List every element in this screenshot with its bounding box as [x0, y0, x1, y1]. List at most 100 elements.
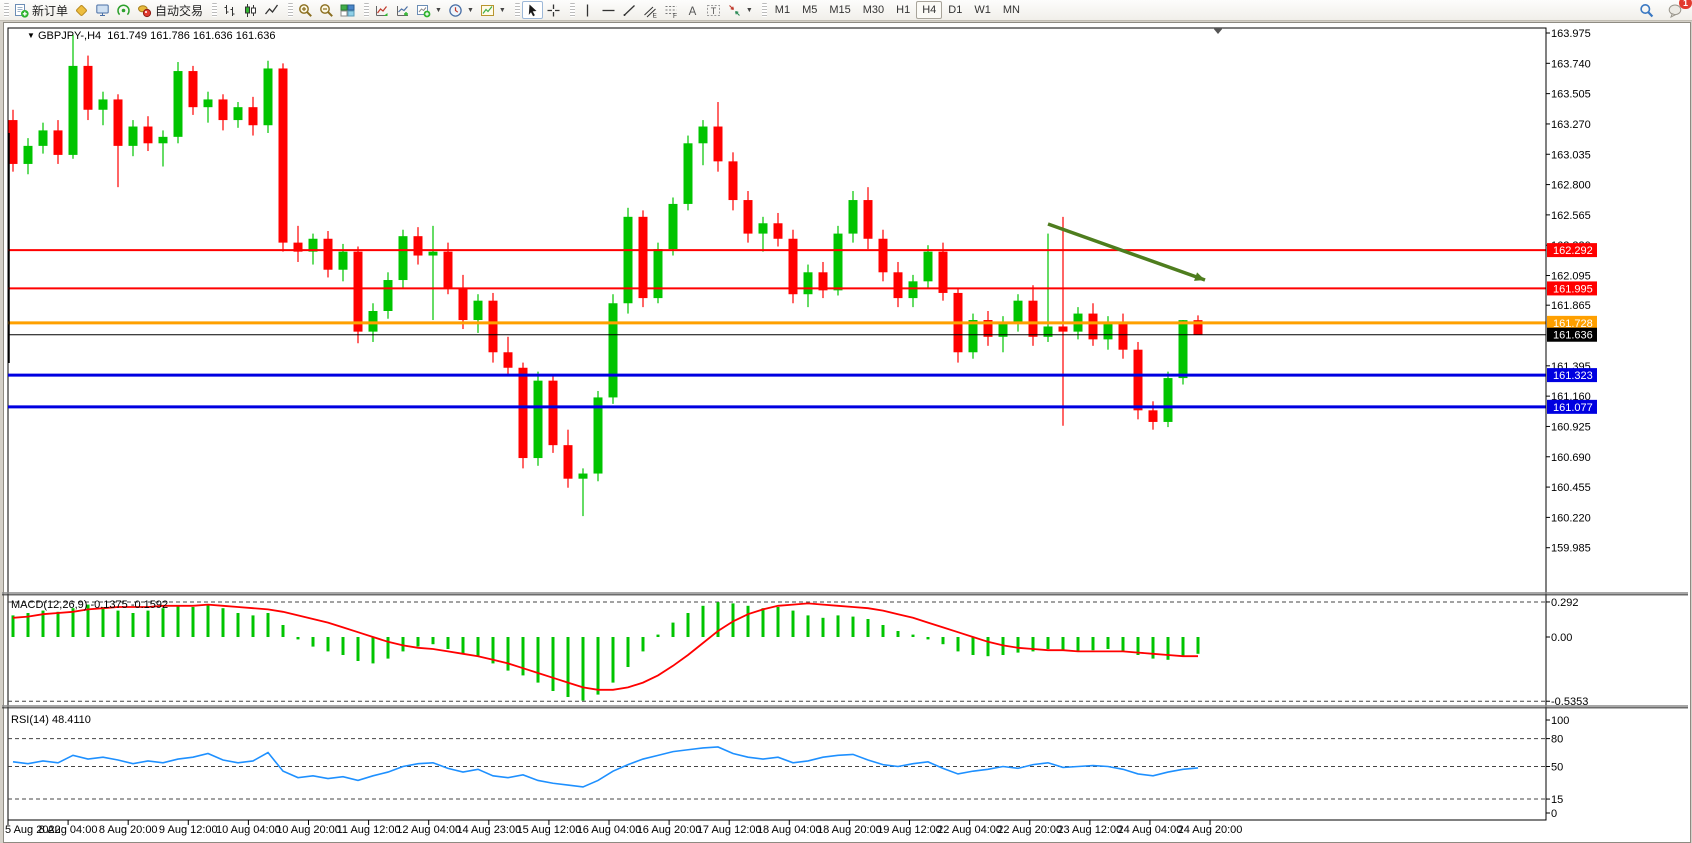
macd-histogram-bar [1106, 637, 1110, 649]
templates-button[interactable]: ▼ [477, 1, 509, 19]
chevron-down-icon[interactable]: ▼ [435, 6, 442, 14]
time-tick-label: 16 Aug 20:00 [637, 824, 702, 836]
bear-candle [293, 242, 303, 252]
svg-text:A: A [688, 5, 696, 17]
toolbar-grip[interactable] [212, 3, 218, 17]
bar-chart-button[interactable] [219, 1, 240, 19]
tf-h4-button[interactable]: H4 [916, 1, 943, 19]
horizontal-line-icon [601, 3, 616, 18]
chart-shift-marker[interactable] [1213, 28, 1223, 34]
toolbar-group-2 [284, 0, 360, 20]
horizontal-line-button[interactable] [598, 1, 619, 19]
equidistant-channel-button[interactable]: E [640, 1, 661, 19]
macd-tick-label: -0.5353 [1551, 696, 1588, 708]
chevron-down-icon[interactable]: ▼ [466, 6, 474, 14]
new-chart-button[interactable]: ▼ [413, 1, 445, 19]
macd-histogram-bar [776, 607, 780, 637]
toolbar-grip[interactable] [4, 3, 9, 17]
zoom-in-button[interactable] [295, 1, 316, 19]
toolbar-grip[interactable] [514, 3, 520, 17]
bull-candle [23, 145, 33, 164]
toolbar-grip[interactable] [364, 3, 370, 17]
indicators-button[interactable] [371, 1, 392, 19]
tf-d1-button[interactable]: D1 [942, 1, 968, 19]
trendline-icon [622, 3, 637, 18]
signals-button[interactable] [113, 1, 134, 19]
macd-histogram-bar [701, 605, 705, 637]
bear-candle [1028, 300, 1038, 337]
new-chart-icon [416, 3, 431, 18]
zoom-out-icon [319, 3, 334, 18]
tf-m30-button[interactable]: M30 [857, 1, 890, 19]
chart-title-text: GBPJPY-,H4 161.749 161.786 161.636 161.6… [37, 30, 276, 42]
candlestick-chart-button[interactable] [240, 1, 261, 19]
fibonacci-button[interactable]: F [661, 1, 682, 19]
tf-m1-button[interactable]: M1 [769, 1, 796, 19]
macd-histogram-bar [41, 610, 45, 637]
price-badge [1547, 315, 1597, 330]
market-watch-button[interactable] [71, 1, 92, 19]
price-tick-label: 163.975 [1551, 28, 1591, 40]
tile-windows-button[interactable] [337, 1, 358, 19]
collapse-triangle-icon[interactable]: ▼ [27, 31, 35, 40]
bull-candle [593, 397, 603, 474]
arrows-button[interactable]: ▼ [724, 1, 756, 19]
rsi-tick-label: 50 [1551, 762, 1563, 774]
main-pane[interactable] [7, 27, 1547, 821]
cursor-button[interactable] [521, 1, 543, 19]
macd-histogram-bar [971, 637, 975, 655]
new-order-button[interactable]: 新订单 [11, 1, 71, 19]
macd-pane[interactable] [8, 601, 1546, 702]
bull-candle [668, 203, 678, 250]
macd-histogram-bar [116, 610, 120, 637]
svg-text:E: E [652, 12, 657, 18]
bear-candle [563, 445, 573, 479]
tf-h1-button[interactable]: H1 [890, 1, 916, 19]
trendline-button[interactable] [619, 1, 640, 19]
search-button[interactable] [1636, 1, 1657, 19]
auto-trading-button[interactable]: 自动交易 [134, 1, 206, 19]
text-label-button[interactable]: T [703, 1, 724, 19]
toolbar-grip[interactable] [288, 3, 294, 17]
rsi-pane[interactable] [8, 738, 1546, 800]
line-chart-button[interactable] [261, 1, 282, 19]
rsi-tick-label: 80 [1551, 734, 1563, 746]
tf-mn-button[interactable]: MN [997, 1, 1026, 19]
add-indicator-button[interactable] [392, 1, 413, 19]
text-button[interactable]: A [682, 1, 703, 19]
macd-histogram-bar [761, 608, 765, 637]
tf-m30-button-label: M30 [862, 4, 885, 16]
vertical-line-button[interactable] [577, 1, 598, 19]
notifications-button[interactable]: 1 [1665, 0, 1692, 19]
bull-candle [1178, 320, 1188, 379]
toolbar-grip[interactable] [761, 3, 767, 17]
bull-candle [698, 126, 708, 144]
charts-button[interactable] [92, 1, 113, 19]
price-badge-label: 161.995 [1553, 283, 1593, 295]
price-tick-label: 162.800 [1551, 180, 1591, 192]
chevron-down-icon[interactable]: ▼ [498, 6, 506, 14]
tf-mn-button-label: MN [1002, 4, 1020, 16]
tf-w1-button[interactable]: W1 [968, 1, 997, 19]
price-axis[interactable]: 163.975 163.740 163.505 163.270 163.035 162.8… [1545, 28, 1597, 820]
tf-m5-button[interactable]: M5 [796, 1, 823, 19]
trend-arrow[interactable] [1047, 222, 1206, 282]
macd-histogram-bar [1076, 637, 1080, 652]
periods-button[interactable]: ▼ [445, 1, 477, 19]
macd-histogram-bar [836, 615, 840, 637]
chevron-down-icon[interactable]: ▼ [745, 6, 753, 14]
new-order-button-label: 新订单 [32, 3, 69, 18]
crosshair-button[interactable] [543, 1, 564, 19]
toolbar-grip[interactable] [569, 3, 575, 17]
tf-w1-button-label: W1 [974, 4, 991, 16]
macd-histogram-bar [1016, 637, 1020, 653]
tf-m15-button[interactable]: M15 [823, 1, 856, 19]
bear-candle [938, 251, 948, 293]
zoom-out-button[interactable] [316, 1, 337, 19]
time-tick-label: 23 Aug 12:00 [1057, 824, 1122, 836]
bull-candle [998, 323, 1008, 337]
price-tick-label: 163.035 [1551, 149, 1591, 161]
bull-candle [38, 130, 48, 146]
